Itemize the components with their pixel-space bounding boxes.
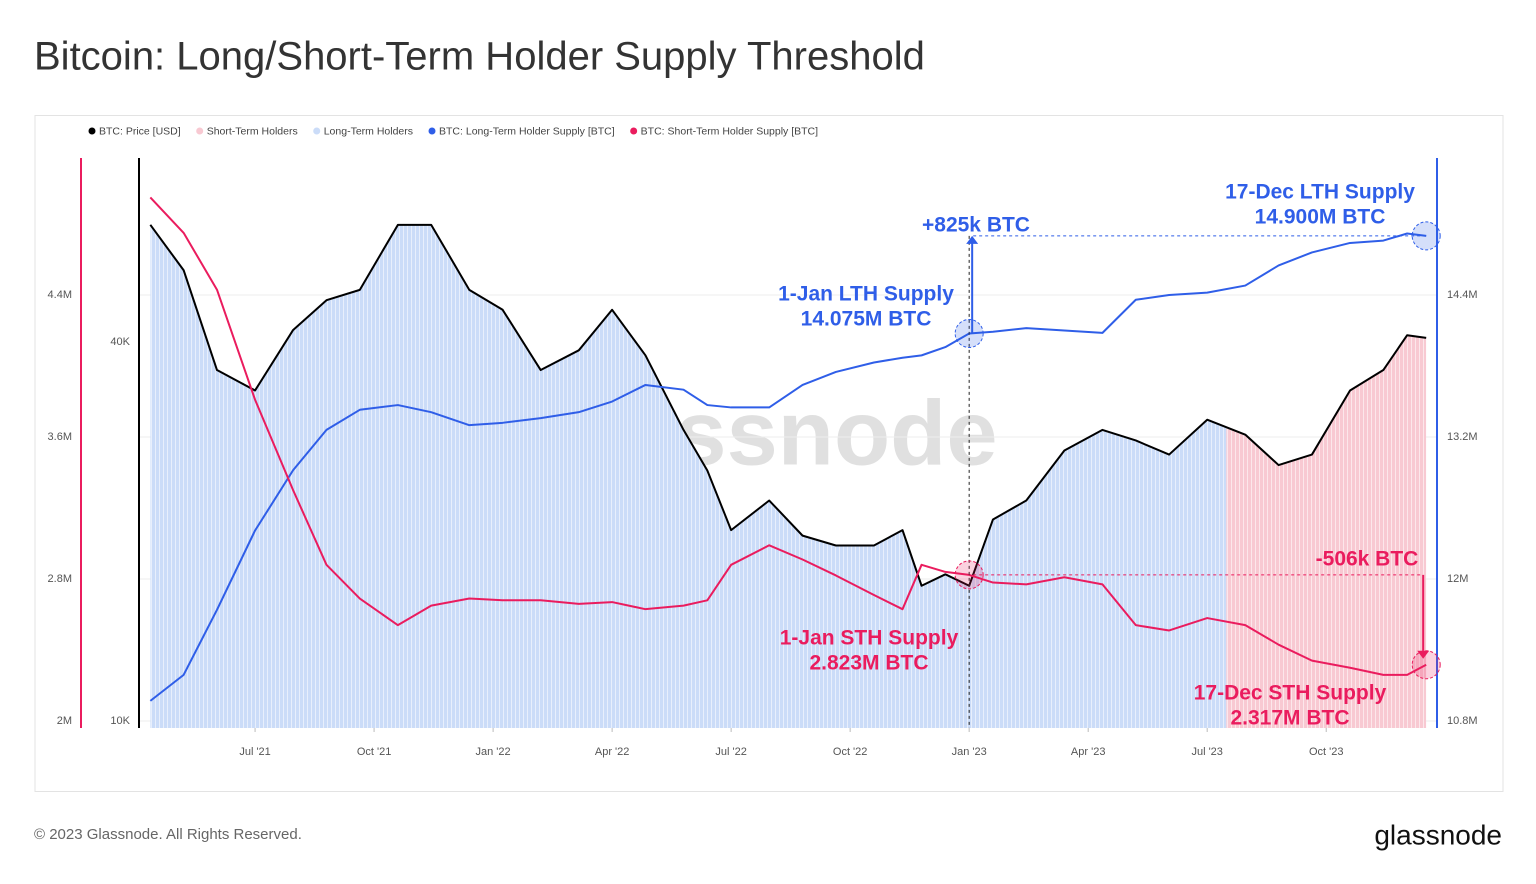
y-tick-label: 2M: [57, 715, 72, 727]
x-tick-label: Jul '22: [715, 746, 746, 758]
annotation: 17-Dec LTH Supply: [1225, 181, 1415, 204]
legend-label: BTC: Short-Term Holder Supply [BTC]: [641, 125, 818, 137]
regime-stripes: [1226, 335, 1427, 728]
y-tick-label: 10K: [110, 715, 130, 727]
annotation: 1-Jan LTH Supply: [778, 283, 954, 306]
y-tick-label: 14.4M: [1447, 289, 1478, 301]
x-tick-label: Jan '22: [476, 746, 511, 758]
x-tick-label: Jan '23: [952, 746, 987, 758]
annotation: 1-Jan STH Supply: [780, 627, 959, 650]
x-tick-label: Oct '23: [1309, 746, 1344, 758]
plot: glassnode2M2.8M3.6M4.4M10K40K10.8M12M13.…: [48, 125, 1478, 758]
highlight-circle: [1411, 650, 1441, 680]
y-tick-label: 13.2M: [1447, 431, 1478, 443]
series-line: [149, 223, 1427, 587]
x-tick-label: Jul '23: [1191, 746, 1222, 758]
legend-swatch: [88, 127, 96, 135]
chart-frame: [34, 115, 1504, 792]
annotation: 2.823M BTC: [809, 652, 928, 675]
series-line: [149, 196, 1427, 676]
copyright: © 2023 Glassnode. All Rights Reserved.: [34, 826, 302, 843]
x-tick-label: Oct '22: [833, 746, 868, 758]
legend-label: Short-Term Holders: [207, 125, 298, 137]
y-tick-label: 12M: [1447, 573, 1468, 585]
annotation: 14.900M BTC: [1255, 206, 1386, 229]
arrow-head: [1417, 650, 1430, 659]
series-line: [149, 232, 1427, 702]
legend-swatch: [428, 127, 436, 135]
annotation: +825k BTC: [922, 214, 1030, 237]
x-tick-label: Jul '21: [239, 746, 270, 758]
y-tick-label: 4.4M: [48, 289, 72, 301]
annotation: 17-Dec STH Supply: [1194, 682, 1387, 705]
annotation: 2.317M BTC: [1230, 707, 1349, 730]
legend-swatch: [313, 127, 321, 135]
y-tick-label: 2.8M: [48, 573, 72, 585]
legend-label: BTC: Long-Term Holder Supply [BTC]: [439, 125, 615, 137]
x-tick-label: Apr '22: [595, 746, 630, 758]
y-tick-label: 40K: [110, 336, 130, 348]
highlight-circle: [954, 560, 984, 590]
y-tick-label: 10.8M: [1447, 715, 1478, 727]
x-tick-label: Apr '23: [1071, 746, 1106, 758]
logo: glassnode: [1374, 819, 1502, 850]
chart-title: Bitcoin: Long/Short-Term Holder Supply T…: [34, 35, 925, 79]
annotation: 14.075M BTC: [801, 308, 932, 331]
annotation: -506k BTC: [1316, 548, 1419, 571]
legend-label: BTC: Price [USD]: [99, 125, 181, 137]
y-tick-label: 3.6M: [48, 431, 72, 443]
legend-swatch: [630, 127, 638, 135]
highlight-circle: [954, 318, 984, 348]
legend-label: Long-Term Holders: [324, 125, 413, 137]
x-tick-label: Oct '21: [357, 746, 392, 758]
highlight-circle: [1411, 221, 1441, 251]
arrow-head: [966, 235, 979, 244]
legend-swatch: [196, 127, 204, 135]
regime-stripes: [150, 224, 1227, 728]
